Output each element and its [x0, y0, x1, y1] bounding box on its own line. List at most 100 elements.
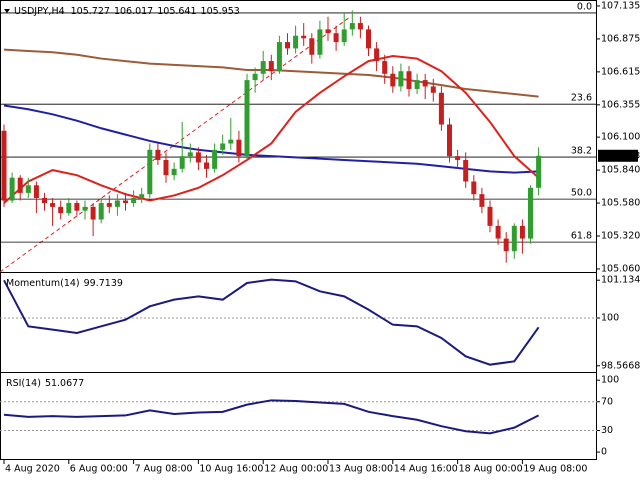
- candle-body: [9, 177, 15, 201]
- candle-body: [17, 177, 23, 193]
- x-tick-label: 14 Aug 16:00: [394, 464, 458, 475]
- fib-label: 0.0: [577, 1, 592, 12]
- candle-body: [341, 29, 347, 43]
- candle-body: [430, 86, 436, 93]
- candle-body: [228, 139, 234, 144]
- chart-header: USDJPY,H4 105.727 106.017 105.641 105.953: [14, 6, 240, 17]
- candle-body: [33, 185, 39, 198]
- indicator-name: Momentum(14): [6, 278, 80, 289]
- candle-body: [260, 61, 266, 74]
- y-tick-label: 0: [601, 447, 607, 458]
- candle-body: [422, 80, 428, 87]
- candle-body: [147, 149, 153, 195]
- candle-body: [25, 185, 31, 193]
- indicator-value: 51.0677: [45, 378, 84, 389]
- indicator-title: Momentum(14) 99.7139: [6, 278, 123, 289]
- candle-body: [244, 80, 250, 157]
- candle-body: [398, 71, 404, 87]
- candle-body: [195, 152, 201, 163]
- candle-body: [268, 61, 274, 72]
- candle-body: [390, 73, 396, 87]
- candle-body: [406, 71, 412, 89]
- y-tick-label: 100: [601, 313, 619, 324]
- x-tick-label: 4 Aug 2020: [5, 464, 60, 475]
- candle-body: [519, 225, 525, 239]
- candle-body: [325, 29, 331, 34]
- y-tick-label: 101.134: [601, 275, 640, 286]
- ohlc-value: 105.953: [201, 6, 240, 17]
- line-series: [3, 399, 540, 435]
- candle-body: [487, 206, 493, 226]
- candle-body: [333, 33, 339, 43]
- ohlc-value: 106.017: [114, 6, 153, 17]
- candle-body: [236, 139, 242, 157]
- x-tick-label: 7 Aug 08:00: [135, 464, 193, 475]
- candle-body: [366, 29, 371, 49]
- candle-body: [204, 162, 209, 169]
- candle-body: [220, 143, 226, 150]
- plot-frame: [0, 0, 597, 460]
- candle-body: [511, 225, 517, 252]
- y-tick-label: 70: [601, 396, 613, 407]
- indicator-value: 99.7139: [84, 278, 123, 289]
- candle-body: [114, 200, 120, 207]
- candle-body: [163, 159, 169, 176]
- candle-body: [479, 194, 485, 207]
- x-tick-label: 6 Aug 00:00: [70, 464, 128, 475]
- candle-body: [382, 61, 388, 74]
- candle-body: [155, 149, 161, 160]
- candle-body: [374, 48, 380, 62]
- y-tick-label: 106.355: [601, 99, 640, 110]
- indicator-title: RSI(14) 51.0677: [6, 378, 84, 389]
- candle-body: [463, 159, 469, 182]
- candle-body: [66, 203, 72, 214]
- y-tick-label: 105.580: [601, 198, 640, 209]
- y-tick-label: 107.135: [601, 0, 640, 11]
- y-tick-label: 106.615: [601, 66, 640, 77]
- candle-body: [503, 238, 509, 252]
- candle-body: [1, 130, 7, 201]
- candle-body: [212, 149, 218, 169]
- y-tick-label: 100: [601, 375, 619, 386]
- candle-body: [42, 197, 47, 204]
- candle-body: [285, 42, 290, 49]
- x-tick-label: 12 Aug 00:00: [264, 464, 328, 475]
- candle-body: [106, 203, 112, 207]
- candle-body: [82, 206, 88, 211]
- candle-body: [293, 35, 299, 49]
- candle-body: [123, 200, 128, 204]
- menu-arrow[interactable]: [4, 9, 10, 13]
- x-tick-label: 10 Aug 16:00: [199, 464, 263, 475]
- line-series: [3, 104, 539, 174]
- y-tick-label: 98.5668: [601, 360, 640, 371]
- candle-body: [349, 23, 355, 30]
- ohlc-value: 105.727: [71, 6, 110, 17]
- indicator-name: RSI(14): [6, 378, 41, 389]
- candle-body: [357, 23, 363, 30]
- candle-body: [447, 124, 452, 157]
- ohlc-value: 105.641: [157, 6, 196, 17]
- last-price-label: 105.953: [601, 150, 640, 161]
- candle-body: [139, 194, 145, 198]
- line-series: [3, 55, 540, 204]
- y-tick-label: 106.875: [601, 33, 640, 44]
- candle-body: [131, 197, 137, 204]
- y-tick-label: 106.100: [601, 132, 640, 143]
- candle-body: [98, 203, 104, 220]
- candle-body: [179, 156, 185, 169]
- candle-body: [171, 168, 177, 176]
- fib-label: 50.0: [571, 188, 592, 199]
- y-tick-label: 105.840: [601, 165, 640, 176]
- candle-body: [414, 80, 420, 89]
- candle-body: [528, 187, 533, 239]
- candle-body: [438, 92, 444, 125]
- fib-label: 38.2: [571, 146, 592, 157]
- candle-body: [276, 42, 282, 72]
- candle-body: [50, 203, 56, 207]
- candle-body: [187, 152, 193, 157]
- candle-body: [317, 29, 323, 55]
- x-tick-label: 19 Aug 08:00: [523, 464, 587, 475]
- x-tick-label: 18 Aug 00:00: [459, 464, 523, 475]
- candle-body: [301, 35, 307, 39]
